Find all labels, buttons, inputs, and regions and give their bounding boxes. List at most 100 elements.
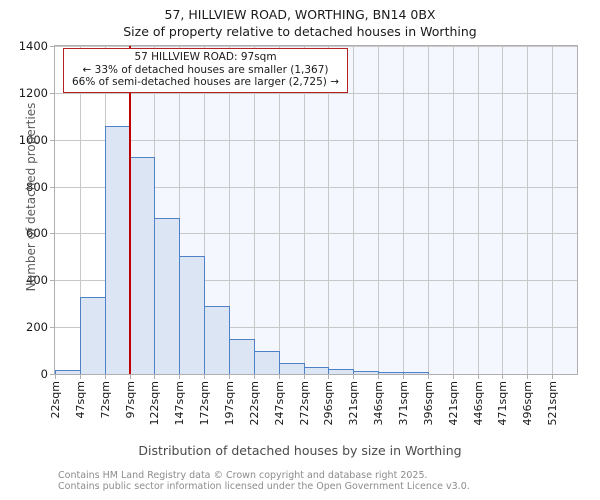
gridline-vertical <box>478 46 479 374</box>
x-axis-tick-mark <box>427 375 429 379</box>
histogram-bar[interactable] <box>304 367 329 374</box>
x-axis-tick-mark <box>79 375 81 379</box>
x-axis-tick-label: 296sqm <box>322 381 336 426</box>
attribution-footer: Contains HM Land Registry data © Crown c… <box>58 470 588 492</box>
x-axis-tick-mark <box>179 375 181 379</box>
gridline-horizontal <box>55 233 577 235</box>
gridline-horizontal <box>55 139 577 141</box>
gridline-vertical <box>552 46 553 374</box>
histogram-bar[interactable] <box>279 362 305 374</box>
property-marker-line <box>128 46 131 374</box>
x-axis-tick-label: 396sqm <box>421 381 435 426</box>
histogram-bar[interactable] <box>130 157 155 374</box>
x-axis-tick-label: 72sqm <box>98 381 112 419</box>
gridline-vertical <box>279 46 280 374</box>
gridline-horizontal <box>55 186 577 188</box>
x-axis-tick-mark <box>477 375 479 379</box>
x-axis-tick-mark <box>353 375 355 379</box>
histogram-bar[interactable] <box>328 369 354 374</box>
gridline-vertical <box>304 46 305 374</box>
histogram-bar[interactable] <box>353 370 379 374</box>
x-axis-tick-label: 272sqm <box>297 381 311 426</box>
gridline-vertical <box>453 46 454 374</box>
annotation-line-3: 66% of semi-detached houses are larger (… <box>71 76 339 88</box>
x-axis-tick-mark <box>253 375 255 379</box>
histogram-bar[interactable] <box>154 218 180 374</box>
x-axis-tick-mark <box>154 375 156 379</box>
x-axis-tick-mark <box>55 375 56 379</box>
y-axis-tick-label: 1400 <box>18 39 48 53</box>
y-axis-tick-label: 0 <box>40 367 48 381</box>
x-axis-tick-label: 496sqm <box>521 381 535 426</box>
gridline-vertical <box>378 46 379 374</box>
x-axis-tick-mark <box>104 375 106 379</box>
y-axis-tick-label: 200 <box>26 320 48 335</box>
x-axis-tick-label: 122sqm <box>148 381 162 426</box>
histogram-bar[interactable] <box>204 306 230 374</box>
x-axis-tick-label: 521sqm <box>546 381 560 426</box>
gridline-vertical <box>527 46 528 374</box>
x-axis-tick-label: 47sqm <box>73 381 87 419</box>
histogram-bar[interactable] <box>55 369 81 374</box>
gridline-vertical <box>328 46 329 374</box>
x-axis-tick-mark <box>552 375 554 379</box>
x-axis-tick-mark <box>403 375 404 379</box>
x-axis-label: Distribution of detached houses by size … <box>138 443 462 458</box>
gridline-vertical <box>229 46 230 374</box>
x-axis-tick-label: 471sqm <box>496 381 510 426</box>
histogram-bar[interactable] <box>254 350 280 374</box>
x-axis-tick-mark <box>278 375 280 379</box>
x-axis-tick-mark <box>378 375 380 379</box>
histogram-bar[interactable] <box>229 338 255 374</box>
histogram-bar[interactable] <box>179 255 205 374</box>
gridline-vertical <box>179 46 180 374</box>
gridline-vertical <box>428 46 429 374</box>
gridline-vertical <box>254 46 255 374</box>
gridline-vertical <box>403 46 404 374</box>
annotation-line-2: ← 33% of detached houses are smaller (1,… <box>82 63 329 76</box>
histogram-bar[interactable] <box>378 372 404 374</box>
gridline-vertical <box>204 46 205 374</box>
x-axis-tick-label: 371sqm <box>397 381 410 426</box>
x-axis-tick-label: 346sqm <box>372 381 386 426</box>
x-axis-tick-mark <box>502 375 504 379</box>
gridline-horizontal <box>55 327 577 329</box>
x-axis-tick-label: 247sqm <box>272 381 286 426</box>
x-axis-tick-label: 421sqm <box>446 381 460 426</box>
x-axis-tick-label: 147sqm <box>173 381 187 426</box>
annotation-line-1: 57 HILLVIEW ROAD: 97sqm <box>134 51 277 63</box>
gridline-vertical <box>502 46 503 374</box>
x-axis-tick-mark <box>129 375 131 379</box>
histogram-bar[interactable] <box>403 372 429 374</box>
x-axis-tick-mark <box>303 375 305 379</box>
page-title: 57, HILLVIEW ROAD, WORTHING, BN14 0BX <box>164 7 436 22</box>
footer-line-1: Contains HM Land Registry data © Crown c… <box>58 470 428 481</box>
gridline-horizontal <box>55 280 577 282</box>
chart-title-block: 57, HILLVIEW ROAD, WORTHING, BN14 0BX Si… <box>0 6 600 40</box>
property-annotation-box: 57 HILLVIEW ROAD: 97sqm ← 33% of detache… <box>63 48 348 93</box>
gridline-vertical <box>353 46 354 374</box>
footer-line-2: Contains public sector information licen… <box>58 481 470 492</box>
plot-inner <box>55 46 577 374</box>
x-axis-tick-mark <box>527 375 529 379</box>
x-axis-tick-label: 321sqm <box>347 381 361 426</box>
x-axis-tick-label: 197sqm <box>223 381 236 426</box>
x-axis-tick-mark <box>452 375 454 379</box>
x-axis-tick-label: 446sqm <box>471 381 485 426</box>
gridline-horizontal <box>55 46 577 47</box>
x-axis-tick-label: 22sqm <box>49 381 62 419</box>
x-axis-tick-mark <box>229 375 230 379</box>
page-subtitle: Size of property relative to detached ho… <box>123 24 477 39</box>
x-axis-tick-label: 172sqm <box>198 381 212 426</box>
y-axis-label: Number of detached properties <box>24 102 38 292</box>
x-axis-tick-label: 97sqm <box>123 381 137 419</box>
plot-area <box>54 45 578 375</box>
x-axis-tick-mark <box>204 375 206 379</box>
x-axis-tick-mark <box>328 375 330 379</box>
gridline-horizontal <box>55 92 577 94</box>
histogram-bar[interactable] <box>105 125 131 374</box>
histogram-bar[interactable] <box>80 296 106 374</box>
x-axis-tick-label: 222sqm <box>247 381 261 426</box>
gridline-vertical <box>80 46 81 374</box>
